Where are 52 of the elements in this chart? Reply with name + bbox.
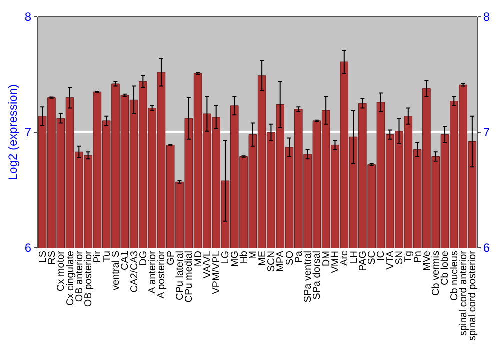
x-tick-label: SO xyxy=(284,250,296,266)
x-tick-label: spinal cord posterior xyxy=(468,250,479,342)
x-tick-label: MVe xyxy=(422,250,433,272)
x-tick-label: Arc xyxy=(340,251,351,266)
x-tick-label: Cx cingulate xyxy=(65,250,76,306)
x-tick-label: Tg xyxy=(404,251,415,263)
x-tick-label: RS xyxy=(46,250,58,265)
x-tick-label: SC xyxy=(367,251,378,265)
x-tick-label: CA2/CA3 xyxy=(129,250,140,293)
x-tick-label: Pir xyxy=(92,250,104,264)
x-tick-label: MPA xyxy=(276,250,287,272)
x-tick-label: DM xyxy=(321,251,332,267)
x-tick-label: Hb xyxy=(239,250,250,264)
x-tick-label: ventral S xyxy=(110,250,122,290)
x-tick-label: VA/VL xyxy=(202,250,214,279)
y-axis-title: Log2 (expression) xyxy=(6,84,20,181)
x-tick-label: VPM/VPL xyxy=(212,250,223,294)
y2-tick-label: 7 xyxy=(483,126,490,140)
x-tick-label: Pn xyxy=(412,251,424,264)
y2-tick-label: 8 xyxy=(483,10,490,24)
y-tick-label: 7 xyxy=(24,126,32,140)
x-tick-label: LS xyxy=(38,250,49,264)
x-tick-label: Cb lobe xyxy=(440,250,452,286)
x-tick-label: GP xyxy=(166,250,177,266)
x-tick-label: MG xyxy=(230,250,241,268)
x-tick-label: PAG xyxy=(358,250,369,272)
x-tick-label: CPu medial xyxy=(184,251,196,303)
x-tick-label: ME xyxy=(257,250,268,266)
x-tick-label: Tu xyxy=(102,251,113,262)
x-tick-label: SN xyxy=(394,251,406,265)
x-tick-label: M xyxy=(248,251,260,260)
x-tick-label: spinal cord anterior xyxy=(458,250,470,336)
x-tick-label: VTA xyxy=(385,250,396,270)
x-tick-label: SPa dorsal xyxy=(312,251,324,300)
y2-tick-label: 6 xyxy=(483,241,490,256)
x-tick-label: MD xyxy=(193,251,204,267)
x-tick-label: A anterior xyxy=(148,250,159,294)
x-tick-label: LG xyxy=(220,250,232,264)
x-tick-label: IC xyxy=(376,251,388,261)
x-tick-label: OB anterior xyxy=(74,250,86,302)
x-tick-label: OB posterior xyxy=(84,250,95,308)
y-tick-label: 8 xyxy=(24,10,32,24)
x-tick-label: CA1 xyxy=(120,250,132,270)
x-tick-label: Pa xyxy=(294,250,305,264)
x-tick-label: A posterior xyxy=(156,250,168,299)
x-tick-label: SCN xyxy=(266,251,278,272)
x-tick-label: VMH xyxy=(330,251,342,274)
x-tick-label: Cx motor xyxy=(56,250,68,292)
y-tick-label: 6 xyxy=(24,241,32,256)
x-tick-label: LH xyxy=(348,251,360,264)
x-tick-label: DG xyxy=(138,250,150,266)
x-tick-label: Cb nucleus xyxy=(449,251,460,302)
